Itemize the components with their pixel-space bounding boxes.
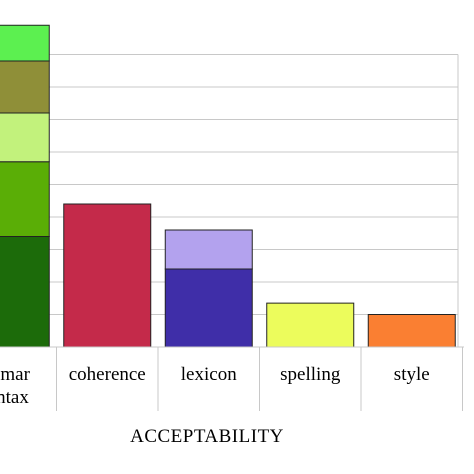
x-tick-label: lexicon bbox=[181, 364, 237, 385]
bar-segment-0-3 bbox=[0, 60, 50, 114]
bar-segment-3-0 bbox=[266, 302, 355, 348]
bar-segment-2-0 bbox=[164, 268, 253, 348]
bar-segment-0-0 bbox=[0, 236, 50, 348]
x-axis-title: ACCEPTABILITY bbox=[130, 426, 284, 447]
x-tick-label: style bbox=[394, 364, 430, 385]
bar-segment-0-2 bbox=[0, 112, 50, 163]
bar-segment-0-4 bbox=[0, 24, 50, 62]
bar-segment-4-0 bbox=[367, 314, 456, 348]
x-tick-labels: mmaryntax coherence lexicon spelling style bbox=[0, 364, 430, 408]
x-tick-label: mmar bbox=[0, 364, 31, 385]
x-tick-label: spelling bbox=[280, 364, 341, 385]
x-tick-label: yntax bbox=[0, 387, 29, 408]
bar-segment-1-0 bbox=[63, 203, 152, 348]
bar-segment-2-1 bbox=[164, 229, 253, 270]
bar-segment-0-1 bbox=[0, 161, 50, 237]
x-tick-label: coherence bbox=[69, 364, 146, 385]
bars bbox=[0, 24, 456, 348]
x-axis bbox=[0, 346, 464, 411]
